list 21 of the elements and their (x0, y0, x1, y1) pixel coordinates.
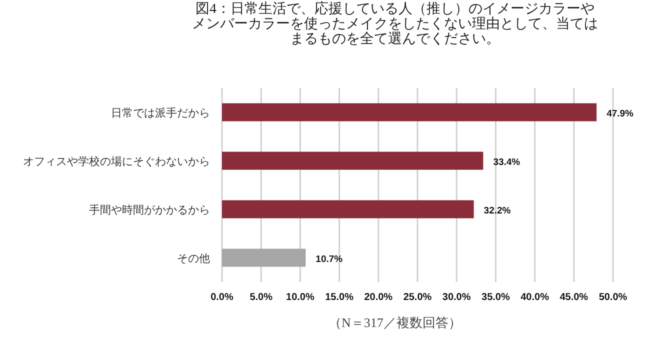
x-tick-label: 5.0% (250, 292, 273, 303)
x-tick-label: 40.0% (520, 292, 550, 303)
data-label: 33.4% (493, 156, 521, 168)
y-tick-label: 日常では派手だから (111, 106, 210, 120)
x-tick-label: 45.0% (560, 292, 588, 303)
data-label: 32.2% (484, 205, 512, 216)
x-tick-label: 35.0% (482, 292, 510, 303)
text: （N＝317／複数回答） (328, 315, 462, 330)
y-tick-label: 手間や時間がかかるから (89, 203, 210, 216)
x-tick-label: 50.0% (598, 292, 628, 303)
data-label: 10.7% (316, 254, 344, 265)
data-label: 47.9% (606, 108, 634, 120)
x-tick-label: 20.0% (364, 292, 393, 303)
title: 図4：日常生活で、応援している人（推し）のイメージカラーやメンバーカラーを使ったメイクをしたくない理由として、当てはまるものを全て選んでください。 (191, 2, 599, 47)
y-tick-label: オフィスや学校の場にそぐわないから (23, 154, 210, 168)
x-tick-label: 0.0% (210, 292, 234, 303)
x-tick-label: 10.0% (286, 292, 314, 303)
y-tick-label: その他 (177, 252, 210, 265)
x-tick-label: 15.0% (325, 292, 354, 303)
x-tick-label: 25.0% (403, 292, 432, 303)
x-tick-label: 30.0% (442, 292, 471, 303)
